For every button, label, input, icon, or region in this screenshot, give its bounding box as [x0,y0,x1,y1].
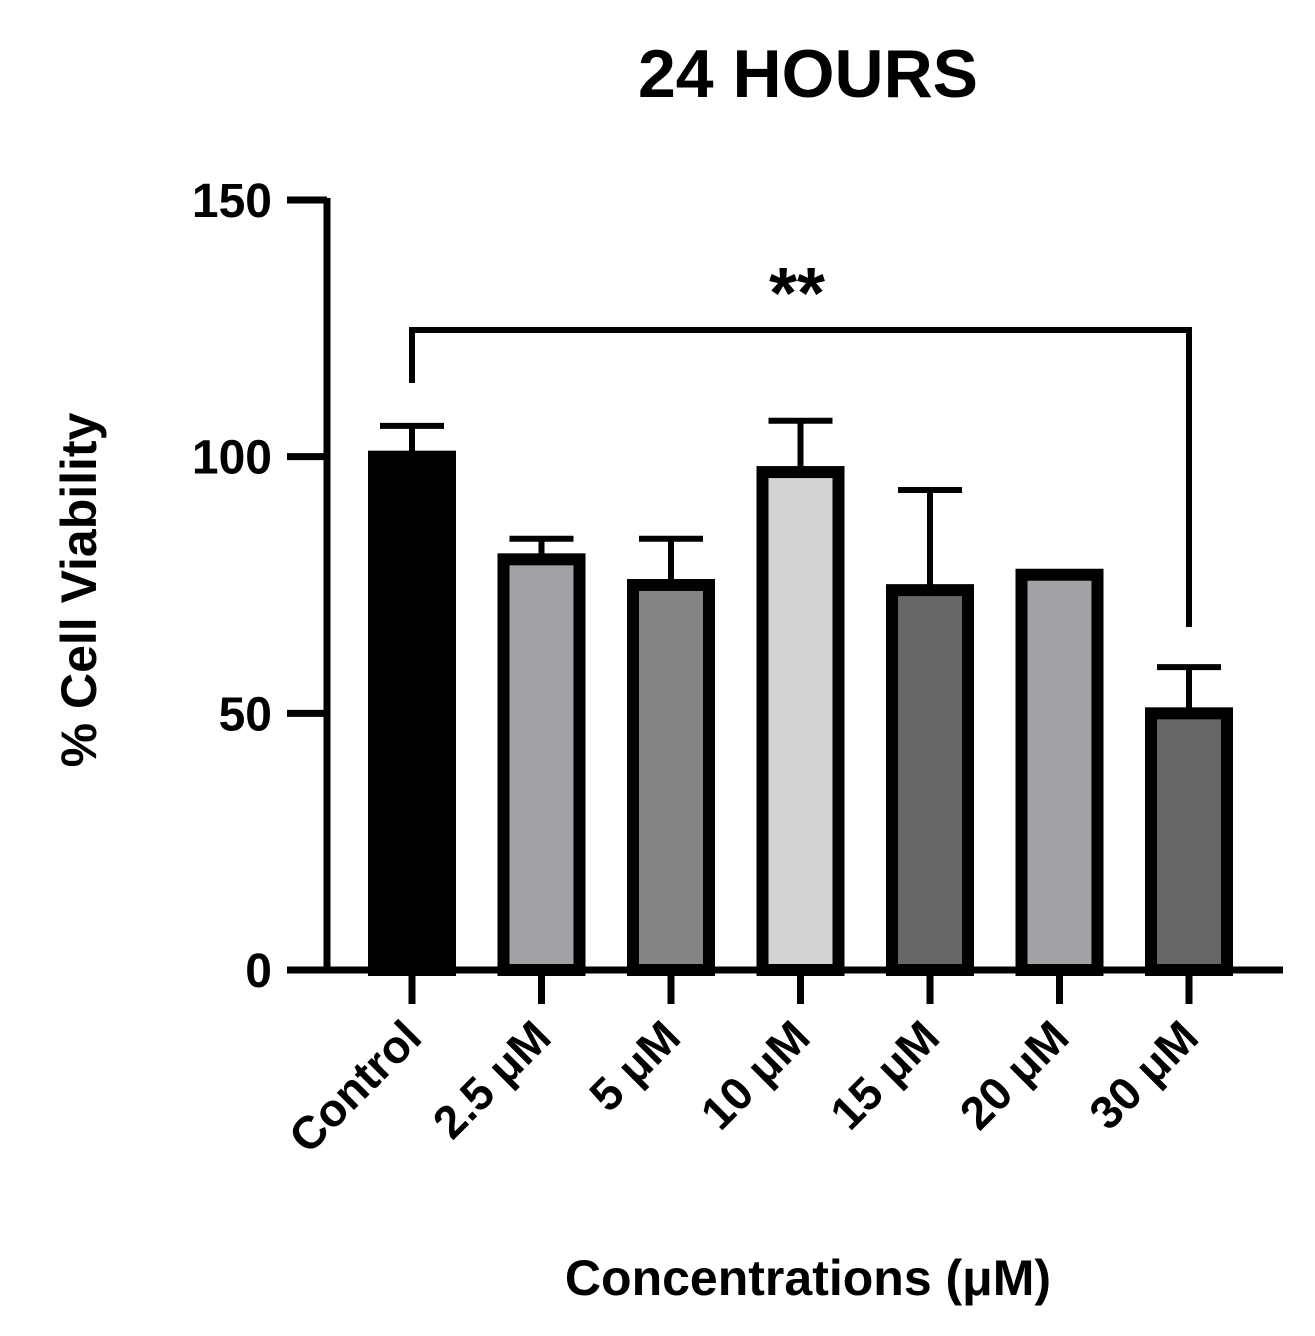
y-tick-label-0: 0 [245,945,272,998]
bar-1 [497,553,586,976]
x-tick-label-4: 15 μM [820,1010,949,1139]
y-tick-label-3: 150 [192,175,272,228]
bar-0 [368,450,456,976]
significance-bracket [409,327,1192,627]
y-axis-label: % Cell Viability [51,412,107,767]
x-tick-label-2: 5 μM [579,1010,690,1121]
bar-4 [886,584,974,977]
bar-5 [1015,568,1104,976]
y-tick-label-1: 50 [219,688,272,741]
chart-title: 24 HOURS [638,36,978,112]
bar-6 [1145,707,1233,976]
x-tick-label-0: Control [279,1010,431,1162]
x-tick-label-3: 10 μM [691,1010,820,1139]
x-tick-label-6: 30 μM [1079,1010,1208,1139]
x-tick-label-5: 20 μM [950,1010,1079,1139]
x-axis-label: Concentrations (μM) [565,1250,1051,1306]
x-tick-label-1: 2.5 μM [423,1010,561,1148]
bar-3 [756,466,845,976]
bar-2 [627,579,715,976]
significance-label: ** [769,254,825,334]
y-tick-label-2: 100 [192,432,272,485]
